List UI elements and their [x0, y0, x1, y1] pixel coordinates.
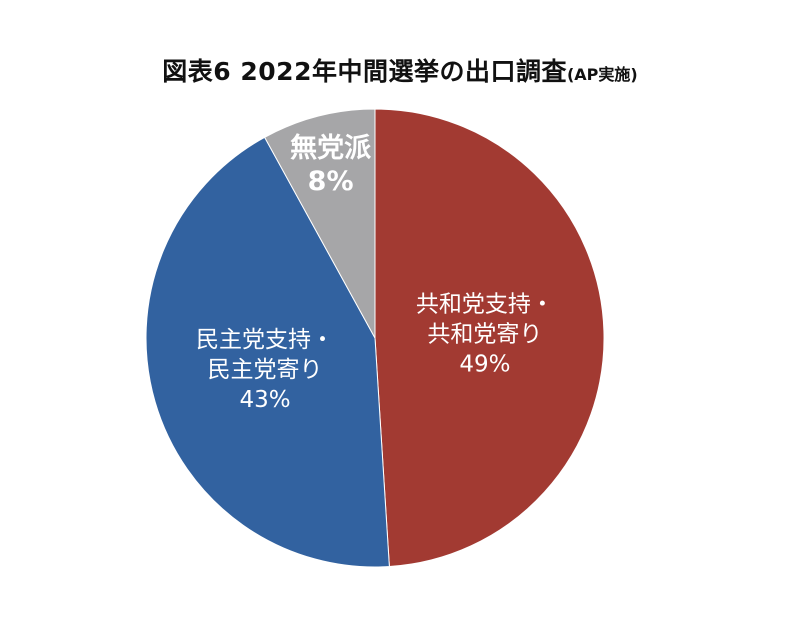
slice-category-label-0: 共和党寄り: [427, 322, 542, 348]
slice-category-label-0: 共和党支持・: [416, 292, 554, 318]
slice-category-label-1: 民主党寄り: [208, 357, 323, 383]
pie-slice-0: [374, 108, 605, 568]
pie-slice-1: [145, 136, 390, 568]
slice-value-label-0: 49%: [459, 352, 510, 378]
slice-category-label-1: 民主党支持・: [196, 327, 334, 353]
slice-value-label-1: 43%: [239, 387, 290, 413]
slice-category-label-2: 無党派: [290, 133, 371, 164]
slice-value-label-2: 8%: [308, 166, 354, 197]
pie-slice-2: [264, 108, 376, 339]
chart-title: 図表6 2022年中間選挙の出口調査(AP実施): [0, 52, 800, 88]
chart-title-sub: (AP実施): [566, 65, 638, 84]
chart-title-main: 図表6 2022年中間選挙の出口調査: [162, 57, 567, 86]
